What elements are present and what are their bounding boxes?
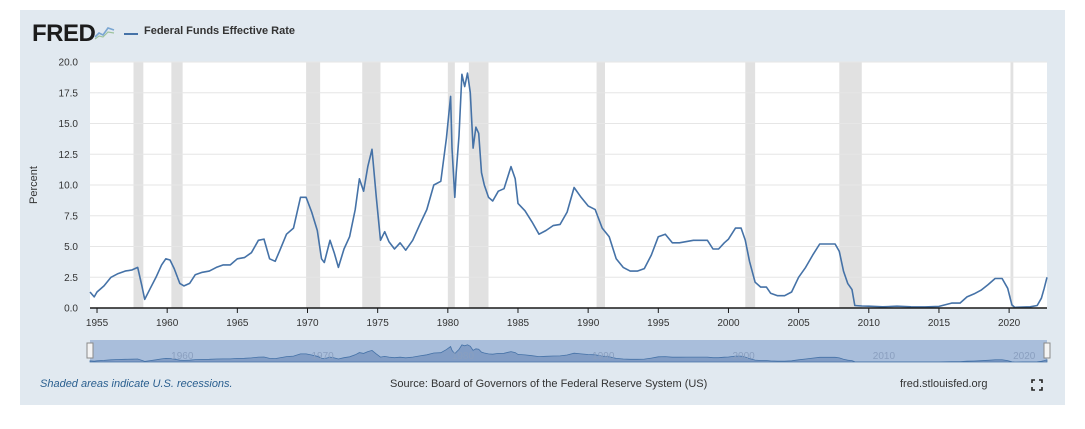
series-line[interactable]	[89, 72, 1048, 309]
y-tick-label: 2.5	[64, 273, 78, 284]
site-link[interactable]: fred.stlouisfed.org	[900, 378, 988, 390]
fred-logo[interactable]: FRED	[32, 20, 96, 47]
x-tick-label: 1995	[647, 318, 670, 329]
navigator-series-area	[89, 344, 1048, 363]
navigator-right-handle[interactable]	[1043, 342, 1051, 359]
navigator-label: 1970	[312, 351, 335, 362]
x-tick-label: 2020	[998, 318, 1021, 329]
y-tick-label: 12.5	[59, 150, 79, 161]
x-tick-label: 2000	[717, 318, 740, 329]
y-tick-label: 7.5	[64, 211, 78, 222]
x-tick-label: 1970	[296, 318, 319, 329]
x-tick-label: 1965	[226, 318, 249, 329]
navigator-label: 1980	[452, 351, 475, 362]
legend-series-label: Federal Funds Effective Rate	[144, 25, 295, 37]
fullscreen-icon[interactable]	[1031, 379, 1043, 391]
line-chart[interactable]: 0.0 2.5 5.0 7.5 10.0 12.5 15.0 17.5 20.0 1955 196…	[20, 10, 1065, 370]
x-tick-label: 2015	[928, 318, 951, 329]
x-tick-label: 1985	[507, 318, 530, 329]
x-tick-label: 1975	[367, 318, 390, 329]
x-tick-label: 2010	[858, 318, 881, 329]
navigator-label: 1990	[592, 351, 615, 362]
navigator-label: 2020	[1013, 351, 1036, 362]
legend-swatch	[124, 33, 138, 35]
navigator-track[interactable]	[90, 340, 1047, 362]
x-tick-label: 1960	[156, 318, 179, 329]
navigator-left-handle[interactable]	[86, 342, 94, 359]
x-tick-label: 1990	[577, 318, 600, 329]
navigator-label: 2010	[873, 351, 896, 362]
y-tick-label: 0.0	[64, 304, 78, 315]
chart-header: FRED Federal Funds Effective Rate	[20, 10, 1065, 54]
y-tick-label: 20.0	[59, 58, 79, 69]
recession-note: Shaded areas indicate U.S. recessions.	[40, 378, 233, 390]
y-tick-label: 15.0	[59, 119, 79, 130]
navigator-label: 2000	[732, 351, 755, 362]
x-tick-label: 2005	[788, 318, 811, 329]
source-note: Source: Board of Governors of the Federa…	[390, 378, 708, 390]
x-tick-label: 1980	[437, 318, 460, 329]
chart-panel: FRED Federal Funds Effective Rate 0.0 2.5…	[20, 10, 1065, 405]
x-tick-label: 1955	[86, 318, 109, 329]
y-tick-label: 5.0	[64, 242, 78, 253]
y-axis-label: Percent	[28, 166, 40, 204]
y-tick-label: 10.0	[59, 181, 79, 192]
range-navigator[interactable]: 1960 1970 1980 1990 2000 2010 2020	[86, 340, 1051, 363]
y-tick-label: 17.5	[59, 88, 79, 99]
navigator-label: 1960	[171, 351, 194, 362]
fred-graph-icon	[94, 27, 115, 40]
